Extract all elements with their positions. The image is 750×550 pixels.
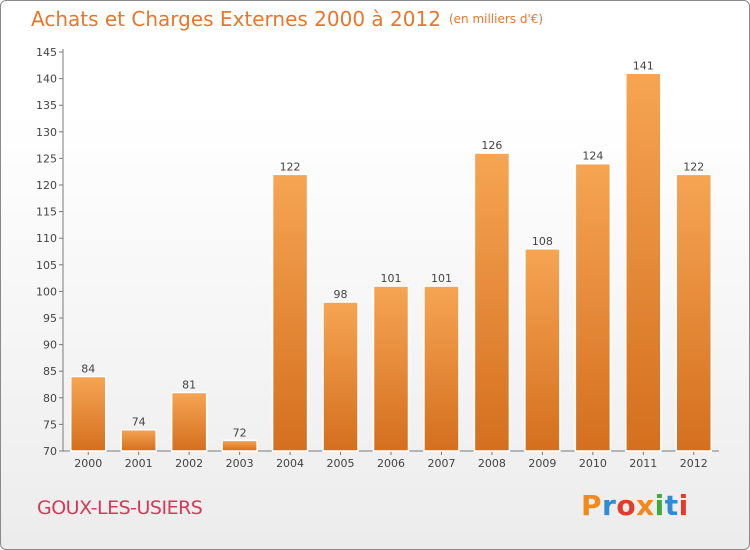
- chart-axes: 70 75 80 85 90 95 100 105 110 115 120 125 130 135 140 1…: [36, 46, 719, 470]
- y-tick-label: 120: [36, 179, 57, 192]
- chart-bars: 84 74 81 72 122 98 101 101 126 108 124 141 122: [69, 59, 713, 452]
- bar: [473, 152, 511, 452]
- x-tick-label: 2009: [528, 457, 556, 470]
- logo-letter: t: [664, 489, 679, 522]
- bar-value-label: 108: [532, 235, 553, 248]
- logo-letter: i: [654, 489, 665, 522]
- bar-value-label: 101: [381, 272, 402, 285]
- y-tick-label: 75: [43, 418, 57, 431]
- chart-title: Achats et Charges Externes 2000 à 2012 (e…: [31, 7, 543, 31]
- bar-value-label: 122: [683, 160, 704, 173]
- y-tick-label: 145: [36, 46, 57, 59]
- bar-value-label: 84: [81, 363, 95, 376]
- bar-value-label: 72: [233, 426, 247, 439]
- y-tick-label: 125: [36, 152, 57, 165]
- logo-letter: P: [581, 489, 603, 522]
- y-tick-label: 135: [36, 99, 57, 112]
- bar-value-label: 98: [334, 288, 348, 301]
- bar-value-label: 141: [633, 59, 654, 72]
- bar: [524, 248, 561, 452]
- bar: [372, 285, 410, 452]
- x-tick-label: 2000: [74, 457, 102, 470]
- y-tick-label: 110: [36, 232, 57, 245]
- logo-letter: o: [616, 489, 637, 522]
- x-tick-label: 2011: [629, 457, 657, 470]
- bar: [271, 173, 309, 452]
- y-tick-label: 95: [43, 312, 57, 325]
- logo-letter: r: [602, 489, 617, 522]
- bar: [574, 162, 612, 452]
- proxiti-logo[interactable]: Proxiti: [581, 489, 689, 522]
- chart-unit: (en milliers d'€): [448, 12, 544, 26]
- y-tick-label: 105: [36, 259, 57, 272]
- y-tick-label: 80: [43, 392, 57, 405]
- y-tick-label: 140: [36, 73, 57, 86]
- bar-value-label: 101: [431, 272, 452, 285]
- bar: [625, 72, 662, 452]
- x-tick-label: 2006: [377, 457, 405, 470]
- bar: [221, 439, 258, 452]
- y-tick-label: 115: [36, 206, 57, 219]
- x-tick-label: 2003: [226, 457, 254, 470]
- y-tick-label: 85: [43, 365, 57, 378]
- x-tick-label: 2001: [125, 457, 153, 470]
- x-tick-label: 2012: [680, 457, 708, 470]
- y-tick-label: 130: [36, 126, 57, 139]
- x-tick-label: 2008: [478, 457, 506, 470]
- x-tick-label: 2004: [276, 457, 304, 470]
- x-tick-label: 2002: [175, 457, 203, 470]
- logo-letter: x: [636, 489, 655, 522]
- logo-letter: i: [678, 489, 689, 522]
- x-tick-label: 2010: [579, 457, 607, 470]
- x-tick-label: 2007: [427, 457, 455, 470]
- bar: [423, 285, 460, 452]
- bar-value-label: 122: [280, 160, 301, 173]
- y-tick-label: 90: [43, 339, 57, 352]
- bar-value-label: 74: [132, 416, 146, 429]
- bar: [675, 173, 713, 452]
- bar-value-label: 81: [182, 378, 196, 391]
- bar: [69, 375, 107, 452]
- y-tick-label: 100: [36, 285, 57, 298]
- commune-name: GOUX-LES-USIERS: [37, 497, 203, 519]
- x-tick-label: 2005: [327, 457, 355, 470]
- chart-title-text: Achats et Charges Externes 2000 à 2012: [31, 7, 441, 31]
- bar: [120, 428, 157, 452]
- bar-value-label: 126: [481, 139, 502, 152]
- bar-value-label: 124: [582, 150, 603, 163]
- bar: [322, 301, 359, 452]
- bar: [170, 391, 208, 452]
- y-tick-label: 70: [43, 445, 57, 458]
